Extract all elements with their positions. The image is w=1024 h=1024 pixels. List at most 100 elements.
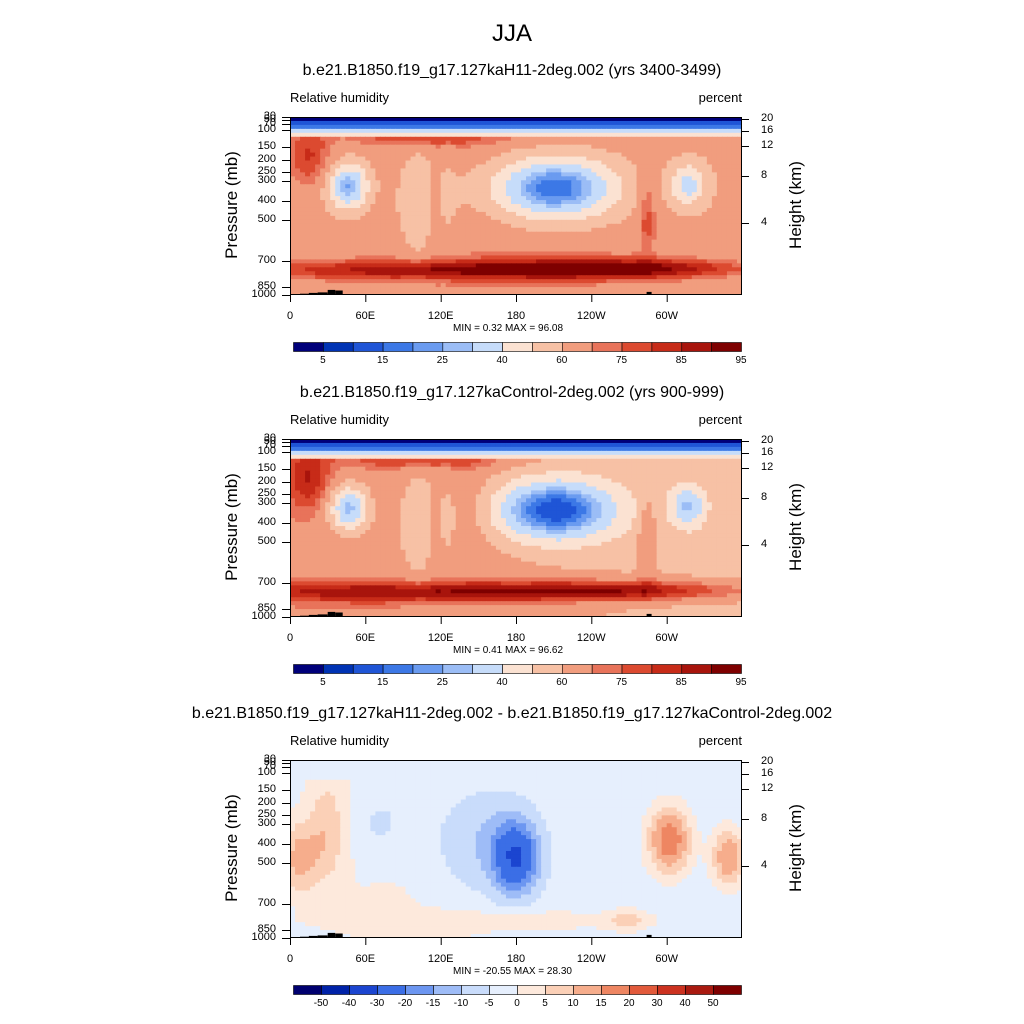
contour-cell [706, 279, 713, 284]
contour-cell [666, 140, 673, 146]
contour-cell [516, 160, 522, 166]
contour-cell [360, 215, 366, 221]
contour-cell [516, 196, 522, 201]
contour-cell [490, 176, 497, 181]
contour-cell [425, 259, 432, 264]
contour-cell [716, 128, 723, 134]
contour-cell [455, 462, 462, 468]
contour-cell [290, 450, 296, 456]
contour-cell [641, 136, 648, 142]
contour-cell [325, 188, 331, 193]
contour-cell [601, 243, 607, 249]
contour-cell [646, 196, 653, 201]
contour-cell [315, 117, 321, 122]
contour-cell [586, 259, 592, 264]
contour-cell [521, 291, 527, 295]
contour-cell [310, 231, 316, 237]
contour-cell [711, 450, 718, 456]
contour-cell [425, 271, 432, 276]
contour-cell [380, 200, 387, 205]
contour-cell [385, 164, 392, 170]
contour-cell [330, 140, 336, 146]
contour-cell [385, 259, 392, 264]
contour-cell [581, 446, 587, 452]
contour-cell [465, 172, 472, 177]
contour-cell [340, 227, 346, 233]
contour-cell [425, 215, 432, 221]
contour-cell [290, 172, 296, 177]
contour-cell [490, 152, 497, 158]
contour-cell [485, 140, 492, 146]
contour-cell [440, 275, 447, 280]
contour-cell [706, 235, 713, 241]
contour-cell [636, 124, 643, 130]
contour-cell [541, 128, 547, 134]
contour-cell [566, 120, 572, 126]
contour-cell [706, 204, 713, 209]
contour-cell [706, 128, 713, 134]
contour-cell [551, 184, 557, 189]
contour-cell [385, 207, 392, 213]
contour-cell [445, 287, 452, 292]
contour-cell [385, 275, 392, 280]
contour-cell [711, 207, 718, 213]
contour-cell [460, 291, 467, 295]
contour-cell [531, 204, 537, 209]
contour-cell [460, 442, 467, 448]
contour-cell [375, 255, 381, 260]
contour-cell [726, 466, 733, 472]
contour-cell [541, 196, 547, 201]
contour-cell [445, 439, 452, 444]
contour-cell [380, 442, 387, 448]
contour-cell [711, 466, 718, 472]
contour-cell [691, 140, 698, 146]
contour-cell [531, 188, 537, 193]
contour-cell [566, 263, 572, 268]
contour-cell [500, 117, 507, 122]
contour-cell [551, 124, 557, 130]
contour-cell [526, 168, 532, 173]
contour-cell [365, 168, 371, 173]
contour-cell [495, 446, 502, 452]
contour-cell [375, 439, 381, 444]
contour-cell [581, 231, 587, 237]
contour-cell [701, 160, 708, 166]
contour-cell [616, 128, 623, 134]
contour-cell [375, 235, 381, 241]
contour-cell [340, 283, 346, 288]
contour-cell [410, 470, 417, 476]
contour-cell [721, 207, 728, 213]
contour-cell [395, 136, 402, 142]
contour-cell [596, 275, 602, 280]
contour-cell [611, 164, 618, 170]
contour-cell [706, 124, 713, 130]
contour-cell [455, 231, 462, 237]
contour-cell [370, 219, 376, 225]
contour-cell [521, 164, 527, 170]
contour-cell [480, 160, 487, 166]
contour-cell [566, 156, 572, 162]
contour-cell [390, 188, 397, 193]
contour-cell [465, 231, 472, 237]
contour-cell [681, 148, 688, 154]
contour-cell [711, 251, 718, 257]
contour-cell [601, 446, 607, 452]
contour-cell [596, 172, 602, 177]
contour-cell [536, 442, 542, 448]
contour-cell [295, 279, 301, 284]
contour-cell [736, 120, 742, 126]
contour-cell [460, 184, 467, 189]
contour-cell [621, 251, 628, 257]
contour-cell [295, 243, 301, 249]
contour-cell [330, 180, 336, 185]
contour-cell [696, 446, 703, 452]
contour-cell [556, 156, 562, 162]
contour-cell [475, 124, 482, 130]
contour-cell [360, 160, 366, 166]
contour-cell [390, 291, 397, 295]
contour-cell [390, 283, 397, 288]
contour-cell [375, 291, 381, 295]
contour-cell [656, 439, 663, 444]
contour-cell [561, 160, 567, 166]
contour-cell [500, 207, 507, 213]
